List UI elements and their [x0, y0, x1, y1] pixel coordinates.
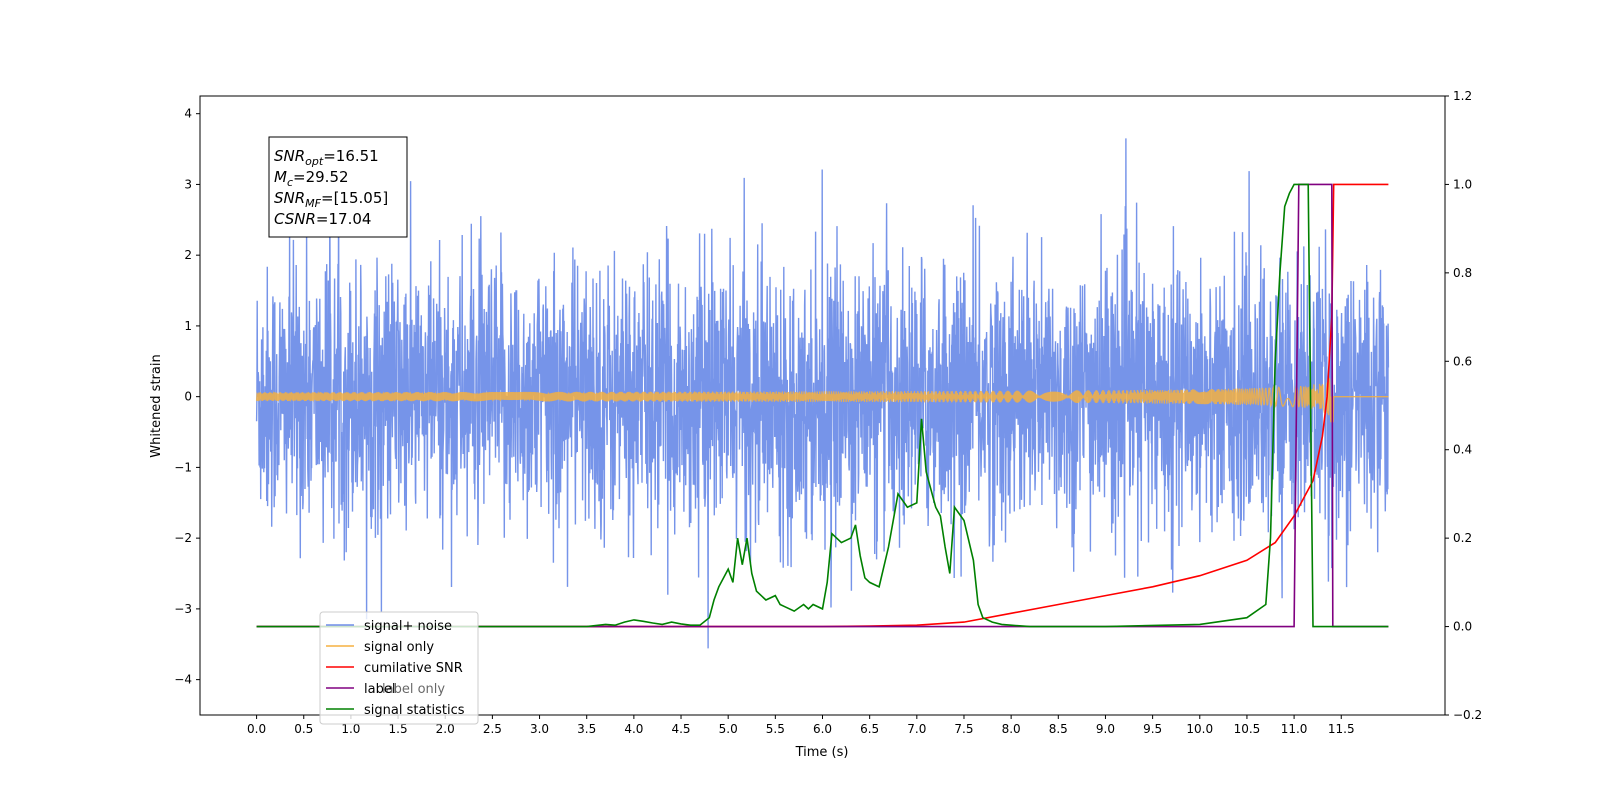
x-tick-label: 3.0: [530, 722, 549, 736]
y-tick-label: −4: [174, 673, 192, 687]
x-tick-label: 9.5: [1143, 722, 1162, 736]
x-tick-label: 7.0: [907, 722, 926, 736]
y-axis-label: Whitened strain: [149, 354, 164, 457]
stats-symbol: M: [274, 168, 287, 186]
legend-label: label only: [382, 682, 445, 697]
y-tick-label: −2: [174, 531, 192, 545]
legend: signal+ noise signal only cumilative SNR la…: [319, 611, 479, 725]
x-tick-label: 9.0: [1096, 722, 1115, 736]
legend-label: cumilative SNR: [364, 661, 463, 676]
y-tick-label: 0: [184, 390, 192, 404]
y-tick-label: 3: [184, 177, 192, 191]
x-tick-label: 4.5: [671, 722, 690, 736]
stats-symbol: CSNR: [274, 210, 316, 228]
series-signal-statistics-line: [256, 183, 1389, 628]
legend-label: signal only: [364, 640, 434, 655]
x-tick-label: 6.5: [860, 722, 879, 736]
y2-tick-label: 0.8: [1453, 266, 1472, 280]
legend-item-signal-noise: signal+ noise: [326, 619, 452, 634]
legend-item-cumulative-snr: cumilative SNR: [326, 661, 463, 676]
stats-subscript: opt: [305, 155, 324, 168]
x-tick-label: 10.0: [1186, 722, 1213, 736]
x-tick-label: 5.5: [766, 722, 785, 736]
y2-tick-label: 0.0: [1453, 620, 1472, 634]
x-axis: 0.0 0.5 1.0 1.5 2.0 2.5 3.0 3.5 4.0 4.5 5.0 5.5 6.0 6…: [247, 715, 1355, 736]
x-tick-label: 10.5: [1234, 722, 1261, 736]
y-tick-label: 1: [184, 319, 192, 333]
x-tick-label: 3.5: [577, 722, 596, 736]
y2-tick-label: −0.2: [1453, 708, 1482, 722]
stats-annotation-box: SNRopt=16.51Mc=29.52SNRMF=[15.05]CSNR=17…: [268, 136, 408, 238]
x-tick-label: 2.5: [483, 722, 502, 736]
x-tick-label: 11.0: [1281, 722, 1308, 736]
x-tick-label: 11.5: [1328, 722, 1355, 736]
y2-tick-label: 0.2: [1453, 531, 1472, 545]
stats-symbol: SNR: [274, 189, 305, 207]
x-tick-label: 4.0: [624, 722, 643, 736]
legend-label: label: [364, 682, 395, 697]
x-tick-label: 2.0: [436, 722, 455, 736]
legend-item-signal-statistics: signal statistics: [326, 703, 465, 718]
x-tick-label: 8.0: [1002, 722, 1021, 736]
y2-tick-label: 1.0: [1453, 177, 1472, 191]
legend-label: signal statistics: [364, 703, 465, 718]
y2-tick-label: 0.6: [1453, 354, 1472, 368]
y-tick-label: −1: [174, 460, 192, 474]
legend-item-label-only: label only: [382, 682, 445, 697]
series-signal-noise-line: [255, 138, 1390, 649]
x-tick-label: 8.5: [1049, 722, 1068, 736]
stats-value: =29.52: [293, 168, 349, 186]
stats-line: CSNR=17.04: [274, 210, 371, 228]
y-tick-label: −3: [174, 602, 192, 616]
x-tick-label: 0.5: [294, 722, 313, 736]
y2-tick-label: 0.4: [1453, 443, 1472, 457]
y-axis-right: 1.2 1.0 0.8 0.6 0.4 0.2 0.0 −0.2: [1445, 89, 1482, 722]
stats-line: SNRopt=16.51: [274, 147, 379, 168]
stats-line: SNRMF=[15.05]: [274, 189, 388, 210]
x-tick-label: 0.0: [247, 722, 266, 736]
x-tick-label: 5.0: [719, 722, 738, 736]
series-signal-only-line: [255, 378, 1389, 423]
stats-symbol: SNR: [274, 147, 305, 165]
legend-item-label: label: [326, 682, 395, 697]
x-tick-label: 7.5: [954, 722, 973, 736]
stats-value: =17.04: [316, 210, 372, 228]
legend-label: signal+ noise: [364, 619, 452, 634]
stats-value: =[15.05]: [321, 189, 388, 207]
stats-subscript: MF: [305, 197, 321, 210]
y-axis-left: 4 3 2 1 0 −1 −2 −3 −4: [174, 107, 200, 687]
stats-box-frame: [268, 136, 408, 238]
x-axis-label: Time (s): [795, 745, 849, 760]
stats-line: Mc=29.52: [274, 168, 349, 189]
y2-tick-label: 1.2: [1453, 89, 1472, 103]
legend-item-signal-only: signal only: [326, 640, 434, 655]
stats-subscript: c: [287, 176, 293, 189]
y-tick-label: 4: [184, 107, 192, 121]
x-tick-label: 1.5: [389, 722, 408, 736]
plot-area: [255, 138, 1390, 649]
stats-value: =16.51: [323, 147, 379, 165]
legend-frame: [319, 611, 479, 725]
x-tick-label: 1.0: [341, 722, 360, 736]
x-tick-label: 6.0: [813, 722, 832, 736]
y-tick-label: 2: [184, 248, 192, 262]
